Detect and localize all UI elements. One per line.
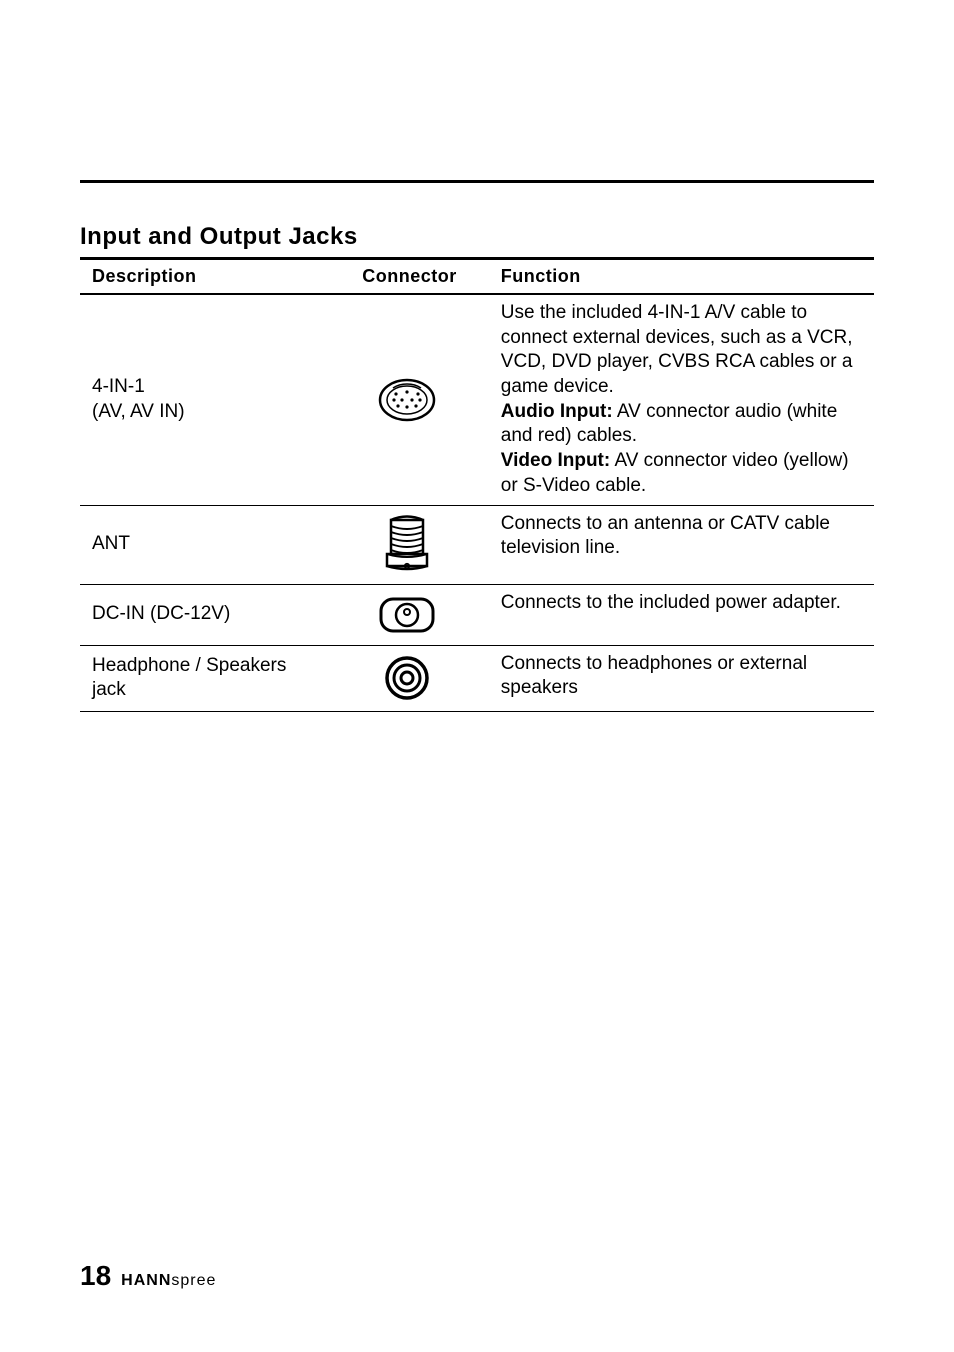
table-header-row: Description Connector Function [80,259,874,295]
table-row: ANT [80,505,874,584]
section-title: Input and Output Jacks [80,223,874,251]
coax-icon [378,514,436,576]
cell-description: ANT [80,505,318,584]
header-description: Description [80,259,318,295]
table-row: Headphone / Speakers jack Connects to he… [80,645,874,711]
cell-function: Connects to the included power adapter. [501,584,874,645]
table-row: 4-IN-1 (AV, AV IN) Use the included 4-IN… [80,294,874,505]
cell-connector [318,505,501,584]
func-text: Use the included 4-IN-1 A/V cable to con… [501,302,853,397]
page-number: 18 [80,1260,111,1292]
cell-connector [318,294,501,505]
audio-jack-icon [383,654,431,702]
jacks-table: Description Connector Function 4-IN-1 (A… [80,257,874,712]
func-text: Connects to an antenna or CATV cable tel… [501,513,830,559]
mini-din-icon [378,378,436,422]
cell-description: 4-IN-1 (AV, AV IN) [80,294,318,505]
func-bold-video: Video Input: [501,450,610,471]
desc-text-line1: DC-IN (DC-12V) [92,603,230,624]
cell-function: Connects to headphones or external speak… [501,645,874,711]
brand-logo: HANNspree [121,1272,216,1290]
cell-function: Use the included 4-IN-1 A/V cable to con… [501,294,874,505]
header-connector: Connector [318,259,501,295]
cell-connector [318,584,501,645]
table-row: DC-IN (DC-12V) Connects to the included … [80,584,874,645]
desc-text-line1: ANT [92,533,130,554]
dc-jack-icon [377,593,437,637]
cell-connector [318,645,501,711]
top-horizontal-rule [80,180,874,183]
func-text: Connects to headphones or external speak… [501,653,807,699]
header-function: Function [501,259,874,295]
cell-function: Connects to an antenna or CATV cable tel… [501,505,874,584]
func-text: Connects to the included power adapter. [501,592,841,613]
brand-light: spree [171,1272,216,1289]
desc-text-line2: (AV, AV IN) [92,401,185,422]
cell-description: DC-IN (DC-12V) [80,584,318,645]
cell-description: Headphone / Speakers jack [80,645,318,711]
brand-bold: HANN [121,1272,171,1289]
desc-text-line1: 4-IN-1 [92,376,145,397]
func-bold-audio: Audio Input: [501,401,613,422]
desc-text-line1: Headphone / Speakers jack [92,655,286,701]
page-footer: 18 HANNspree [80,1260,216,1292]
